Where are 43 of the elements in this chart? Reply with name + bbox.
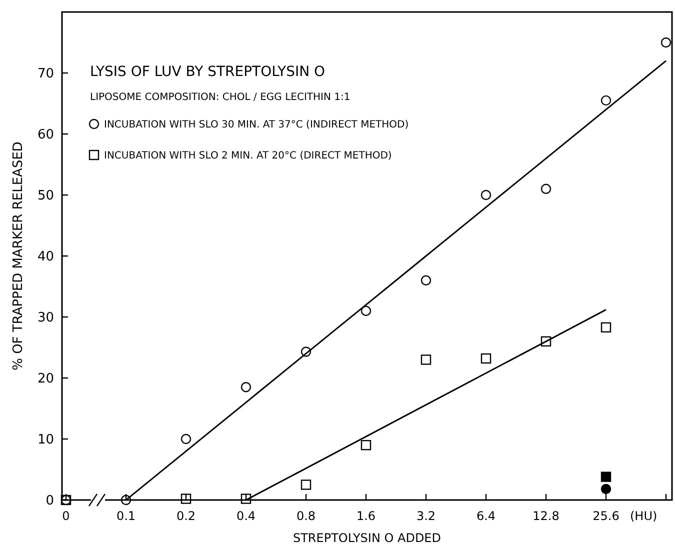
y-tick-label: 30 [37,310,54,326]
x-tick-label: 6.4 [476,509,496,523]
x-tick-label: 0.2 [176,509,196,523]
point [420,354,432,365]
y-tick-label: 60 [37,128,54,143]
point [300,480,312,490]
x-tick-label: 1.6 [356,509,376,523]
y-tick-label: 50 [37,188,54,204]
x-axis-title: STREPTOLYSIN O ADDED [292,531,442,545]
point [420,275,432,286]
y-tick-label: 20 [37,372,54,387]
text: LYSIS OF LUV BY STREPTOLYSIN O [90,64,326,80]
x-tick-label: 3.2 [416,509,436,523]
point [360,306,372,316]
y-tick-label: 70 [37,66,54,82]
x-tick-label: 0.4 [236,509,256,523]
point [300,346,312,357]
legend-label: INCUBATION WITH SLO 2 MIN. AT 20°C (DIRECT METHOD) [104,150,392,162]
point [180,494,192,504]
text: LIPOSOME COMPOSITION: CHOL / EGG LECITHIN 1:1 [90,92,350,103]
point [240,382,252,392]
point [600,472,612,482]
point [600,322,612,332]
point [180,434,192,444]
y-tick-label: 10 [37,432,54,448]
x-tick-label: 25.6 [592,509,620,523]
x-tick-label: 0 [62,509,70,523]
point [480,353,492,364]
y-tick-label: 0 [46,494,54,509]
point [540,336,552,346]
y-tick-label: 40 [37,250,54,265]
point [480,190,492,200]
point [540,184,552,194]
point [600,484,612,494]
point [360,440,372,450]
x-tick-label: 12.8 [532,509,560,523]
y-axis-title: % OF TRAPPED MARKER RELEASED [11,142,26,370]
point [600,95,612,106]
text: (HU) [630,509,658,523]
point [660,37,672,48]
x-tick-label: 0.1 [116,509,136,523]
legend-label: INCUBATION WITH SLO 30 MIN. AT 37°C (INDIRECT METHOD) [104,120,409,130]
x-tick-label: 0.8 [296,509,316,523]
